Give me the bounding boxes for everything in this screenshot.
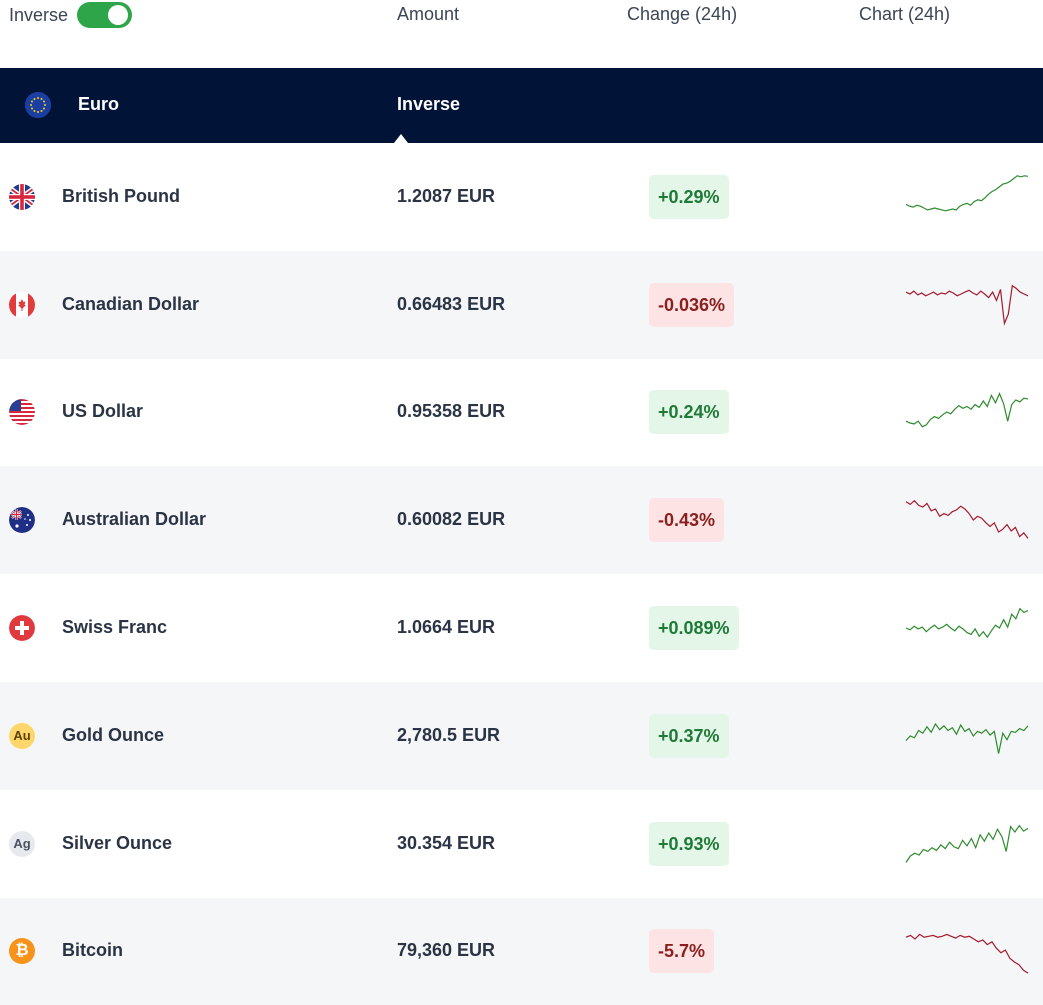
australia-flag-icon xyxy=(9,507,35,534)
sparkline-chart[interactable] xyxy=(905,819,1029,869)
currency-row[interactable]: Australian Dollar 0.60082 EUR -0.43% xyxy=(0,466,1043,575)
change-badge: +0.24% xyxy=(649,390,729,435)
sparkline-path xyxy=(905,722,1029,754)
sparkline-path xyxy=(905,284,1029,326)
coin-symbol: Ag xyxy=(13,836,31,852)
currency-amount: 1.0664 EUR xyxy=(397,617,496,638)
silver-coin-icon: Ag xyxy=(9,830,35,857)
inverse-mode-label: Inverse xyxy=(397,94,461,114)
change-column-header: Change (24h) xyxy=(627,4,738,24)
currency-amount: 0.95358 EUR xyxy=(397,401,506,422)
currency-name[interactable]: Swiss Franc xyxy=(62,617,168,638)
inverse-toggle-group[interactable]: Inverse xyxy=(9,2,133,28)
currency-row[interactable]: British Pound 1.2087 EUR +0.29% xyxy=(0,143,1043,251)
change-badge: -0.43% xyxy=(649,498,725,543)
base-currency-row[interactable]: Euro Inverse xyxy=(0,68,1043,143)
gold-coin-icon: Au xyxy=(9,722,35,749)
sparkline-path xyxy=(905,607,1029,639)
currency-name[interactable]: Gold Ounce xyxy=(62,724,165,745)
currency-amount: 2,780.5 EUR xyxy=(397,724,501,745)
change-badge: +0.93% xyxy=(649,821,729,866)
base-currency-name: Euro xyxy=(78,94,120,114)
change-badge: +0.37% xyxy=(649,713,729,758)
sparkline-chart[interactable] xyxy=(905,495,1029,545)
sparkline-path xyxy=(905,392,1029,428)
currency-row[interactable]: Au Gold Ounce 2,780.5 EUR +0.37% xyxy=(0,681,1043,790)
currency-row[interactable]: Canadian Dollar 0.66483 EUR -0.036% xyxy=(0,250,1043,359)
table-header: Inverse Amount Change (24h) Chart (24h) xyxy=(0,0,1043,68)
sparkline-path xyxy=(905,500,1029,540)
bitcoin-icon: ₿ xyxy=(9,938,35,965)
sparkline-chart[interactable] xyxy=(905,280,1029,330)
canada-flag-icon xyxy=(9,291,35,318)
coin-symbol: Au xyxy=(13,728,31,744)
change-badge: -5.7% xyxy=(649,929,715,974)
sparkline-path xyxy=(905,824,1029,863)
sparkline-path xyxy=(905,934,1029,975)
sparkline-chart[interactable] xyxy=(905,387,1029,437)
uk-flag-icon xyxy=(9,183,35,210)
currency-row[interactable]: Swiss Franc 1.0664 EUR +0.089% xyxy=(0,574,1043,682)
toggle-knob xyxy=(108,5,129,25)
sparkline-chart[interactable] xyxy=(905,172,1029,222)
sparkline-path xyxy=(905,175,1029,212)
currency-list: British Pound 1.2087 EUR +0.29% Canadian Do… xyxy=(0,143,1043,1005)
currency-name[interactable]: US Dollar xyxy=(62,401,144,422)
change-badge: +0.089% xyxy=(649,606,739,651)
currency-amount: 79,360 EUR xyxy=(397,940,496,961)
currency-row[interactable]: US Dollar 0.95358 EUR +0.24% xyxy=(0,359,1043,467)
currency-row[interactable]: ₿ Bitcoin 79,360 EUR -5.7% xyxy=(0,897,1043,1005)
swiss-flag-icon xyxy=(9,615,35,642)
sparkline-chart[interactable] xyxy=(905,711,1029,761)
currency-amount: 0.66483 EUR xyxy=(397,293,506,314)
inverse-toggle-switch[interactable] xyxy=(77,2,133,28)
sparkline-chart[interactable] xyxy=(905,603,1029,653)
coin-symbol: ₿ xyxy=(15,942,29,960)
currency-name[interactable]: Australian Dollar xyxy=(62,509,207,530)
chart-column-header: Chart (24h) xyxy=(859,4,951,24)
currency-amount: 30.354 EUR xyxy=(397,832,496,853)
change-badge: -0.036% xyxy=(649,282,735,327)
currency-row[interactable]: Ag Silver Ounce 30.354 EUR +0.93% xyxy=(0,790,1043,898)
inverse-toggle-label: Inverse xyxy=(9,4,69,25)
change-badge: +0.29% xyxy=(649,174,729,219)
eu-flag-icon xyxy=(25,92,51,118)
currency-name[interactable]: British Pound xyxy=(62,185,180,206)
amount-column-header: Amount xyxy=(397,4,460,24)
currency-name[interactable]: Bitcoin xyxy=(62,940,123,961)
currency-amount: 1.2087 EUR xyxy=(397,185,496,206)
sparkline-chart[interactable] xyxy=(905,926,1029,976)
currency-name[interactable]: Silver Ounce xyxy=(62,832,173,853)
currency-amount: 0.60082 EUR xyxy=(397,509,506,530)
currency-name[interactable]: Canadian Dollar xyxy=(62,293,200,314)
us-flag-icon xyxy=(9,399,35,426)
caret-up-icon xyxy=(394,134,408,143)
